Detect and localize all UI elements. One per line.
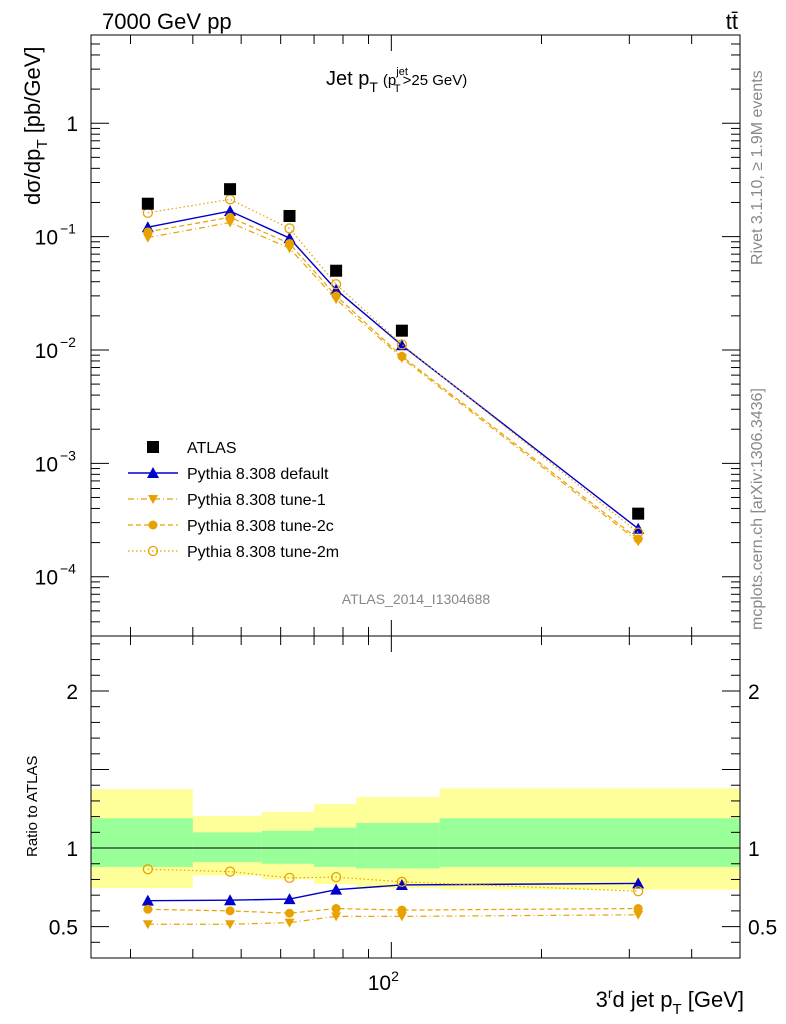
ratio-point-4-3 — [330, 871, 342, 883]
legend-marker-0 — [147, 441, 159, 453]
ratio-axis-label: Ratio to ATLAS — [24, 756, 41, 857]
y-tick-exp-1: −1 — [60, 221, 76, 237]
point-0-0 — [141, 197, 154, 210]
point-1-1 — [224, 205, 237, 217]
ratio-line-4 — [147, 868, 639, 892]
band-green-5 — [439, 818, 740, 867]
ratio-point-4-5 — [633, 886, 644, 897]
band-green-1 — [192, 832, 262, 863]
legend-label-2: Pythia 8.308 tune-1 — [187, 492, 326, 509]
x-tick-label-0: 102 — [368, 968, 399, 995]
ratio-point-2-2 — [284, 918, 295, 928]
point-0-4 — [395, 324, 408, 337]
x-axis-label: 3rd jet pT [GeV] — [596, 985, 744, 1018]
band-green-0 — [91, 818, 193, 867]
y-tick-label-0: 1 — [66, 113, 78, 136]
legend-label-4: Pythia 8.308 tune-2m — [187, 544, 339, 561]
y-tick-label-1: 10 — [35, 227, 58, 250]
band-green-3 — [314, 827, 357, 867]
ratio-tick-label-l-0: 0.5 — [49, 917, 78, 940]
ratio-point-3-5 — [633, 904, 643, 914]
ratio-point-3-2 — [285, 908, 295, 918]
y-tick-label-3: 10 — [35, 453, 58, 476]
rivet-version-label: Rivet 3.1.10, ≥ 1.9M events — [749, 70, 766, 265]
point-2-0 — [142, 233, 153, 243]
point-0-3 — [330, 264, 343, 277]
legend-marker-4 — [147, 545, 159, 557]
header-final-state: tt̄ — [726, 9, 738, 34]
series-line-4 — [147, 198, 639, 534]
analysis-id-label: ATLAS_2014_I1304688 — [342, 591, 491, 607]
ratio-point-3-1 — [225, 906, 235, 916]
ratio-point-1-4 — [395, 878, 408, 890]
ratio-point-2-3 — [331, 912, 342, 922]
ratio-tick-label-l-2: 2 — [66, 681, 78, 704]
ratio-tick-label-r-0: 0.5 — [748, 917, 777, 940]
point-4-4 — [396, 339, 408, 350]
ratio-frame — [90, 635, 741, 959]
point-3-3 — [331, 291, 341, 301]
ratio-point-2-1 — [225, 920, 236, 930]
point-3-1 — [225, 212, 235, 222]
ratio-line-1 — [147, 882, 639, 902]
ratio-point-1-0 — [141, 894, 154, 906]
series-line-2 — [147, 221, 639, 542]
legend-marker-3 — [148, 520, 158, 530]
ratio-point-1-3 — [330, 883, 343, 895]
legend-marker-2 — [148, 495, 158, 504]
ratio-point-3-0 — [143, 904, 153, 914]
upper-panel-series — [141, 183, 645, 547]
series-line-3 — [147, 216, 639, 540]
y-tick-exp-2: −2 — [60, 334, 76, 350]
header-process: 7000 GeV pp — [102, 9, 232, 34]
ratio-point-2-5 — [633, 910, 644, 920]
y-axis-label: dσ/dpT [pb/GeV] — [20, 46, 51, 205]
legend-label-0: ATLAS — [187, 440, 237, 457]
y-tick-exp-4: −4 — [60, 561, 76, 577]
chart-title: Jet pT (pjet T >25 GeV) — [326, 66, 467, 95]
ratio-tick-label-l-1: 1 — [66, 838, 78, 861]
ratio-point-2-4 — [396, 912, 407, 922]
ratio-line-2 — [147, 914, 639, 925]
ratio-point-4-2 — [284, 872, 295, 884]
ratio-panel-series — [141, 864, 645, 930]
ratio-point-3-4 — [397, 905, 407, 915]
point-4-3 — [330, 279, 342, 290]
ratio-tick-label-r-1: 1 — [748, 838, 760, 861]
ratio-point-3-3 — [331, 904, 341, 914]
point-0-5 — [632, 507, 645, 520]
ratio-point-4-4 — [396, 876, 408, 887]
y-tick-label-4: 10 — [35, 567, 58, 590]
point-3-4 — [397, 351, 407, 361]
ratio-point-1-1 — [224, 894, 237, 906]
ratio-point-1-5 — [632, 877, 645, 889]
band-green-2 — [261, 830, 315, 864]
series-line-1 — [147, 210, 639, 530]
ratio-point-4-1 — [224, 866, 236, 877]
legend: ATLAS Pythia 8.308 default Pythia 8.308 tu… — [128, 440, 339, 561]
ratio-tick-label-r-2: 2 — [748, 681, 760, 704]
ratio-line-3 — [147, 907, 639, 914]
mcplots-label: mcplots.cern.ch [arXiv:1306.3436] — [749, 388, 766, 630]
y-tick-label-2: 10 — [35, 340, 58, 363]
ratio-point-1-2 — [283, 893, 296, 905]
uncertainty-bands — [91, 788, 740, 890]
band-green-4 — [356, 822, 440, 869]
ratio-point-2-0 — [142, 920, 153, 930]
point-0-1 — [224, 183, 237, 196]
legend-label-1: Pythia 8.308 default — [187, 466, 329, 483]
point-3-0 — [143, 227, 153, 237]
point-3-2 — [285, 238, 295, 248]
point-0-2 — [283, 209, 296, 222]
legend-marker-1 — [147, 467, 159, 478]
ratio-point-4-0 — [142, 864, 153, 875]
point-4-2 — [284, 223, 295, 234]
y-tick-exp-3: −3 — [60, 447, 76, 463]
legend-label-3: Pythia 8.308 tune-2c — [187, 518, 334, 535]
point-4-5 — [633, 527, 644, 538]
